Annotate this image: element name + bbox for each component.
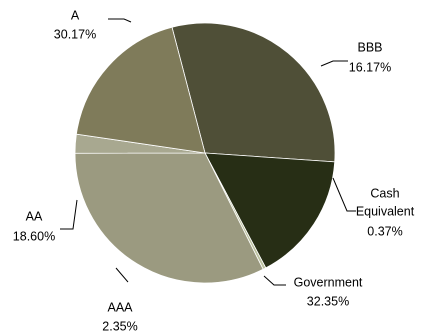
slice-value-cash-equivalent: 0.37%	[367, 224, 402, 238]
pie-slice-bbb	[204, 152, 336, 269]
slice-value-a: 30.17%	[54, 27, 96, 41]
leader-line-bbb	[320, 60, 348, 67]
slice-label-cash-equivalent: Cash	[370, 186, 399, 200]
slice-label-a: A	[71, 8, 80, 22]
leader-line-cash-equivalent	[332, 177, 356, 212]
slice-value-government: 32.35%	[307, 294, 349, 308]
slice-labels: A 30.17% BBB 16.17% Cash Equivalent 0.37% Gover…	[13, 8, 415, 333]
leader-line-government	[263, 275, 286, 286]
leader-line-aa	[60, 199, 78, 230]
slice-label-government: Government	[294, 275, 363, 289]
pie-slice-government	[74, 152, 264, 284]
slice-value-aaa: 2.35%	[102, 319, 137, 333]
leader-line-a	[108, 18, 132, 23]
slice-label-cash-equivalent: Equivalent	[356, 204, 415, 218]
pie-slice-aa	[75, 26, 206, 154]
leader-lines	[60, 18, 356, 286]
slice-value-bbb: 16.17%	[349, 60, 391, 74]
leader-line-aaa	[115, 267, 129, 283]
slice-value-aa: 18.60%	[13, 229, 55, 243]
pie-slices	[74, 22, 336, 284]
slice-label-aaa: AAA	[107, 300, 133, 314]
slice-label-aa: AA	[26, 209, 43, 223]
slice-label-bbb: BBB	[357, 40, 382, 54]
pie-slice-a	[171, 22, 336, 163]
